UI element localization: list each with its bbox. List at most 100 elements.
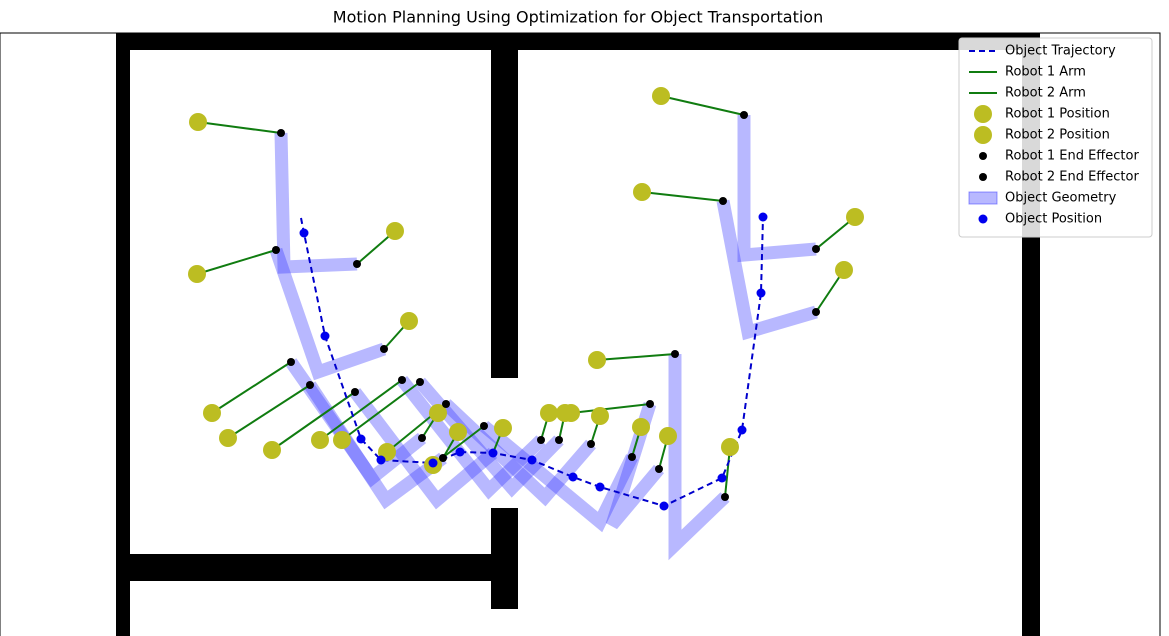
- robot-arm: [211, 361, 292, 414]
- robot-arm: [196, 249, 277, 275]
- robot-arm: [319, 379, 403, 441]
- end-effector: [628, 453, 636, 461]
- object-position: [568, 472, 578, 482]
- robot-position: [219, 429, 237, 447]
- robot-position: [846, 208, 864, 226]
- robot-arm: [341, 381, 421, 441]
- legend-label: Robot 1 Position: [1005, 107, 1110, 122]
- object-geometry: [737, 115, 817, 263]
- end-effector: [655, 465, 663, 473]
- legend-label: Robot 2 End Effector: [1005, 170, 1139, 185]
- legend-marker: [974, 105, 992, 123]
- robot-position: [721, 438, 739, 456]
- end-effector: [671, 350, 679, 358]
- axes-frame: [0, 32, 1161, 636]
- end-effector: [480, 422, 488, 430]
- object-position: [758, 212, 768, 222]
- robot-position: [449, 423, 467, 441]
- object-position: [356, 434, 366, 444]
- object-geometry: [668, 354, 730, 561]
- legend-marker: [978, 214, 988, 224]
- legend-marker: [974, 126, 992, 144]
- robot-arm: [227, 384, 311, 439]
- robot-position: [588, 351, 606, 369]
- legend-label: Robot 1 End Effector: [1005, 149, 1139, 164]
- object-position: [488, 448, 498, 458]
- end-effector: [351, 388, 359, 396]
- legend-label: Robot 2 Position: [1005, 128, 1110, 143]
- object-geometry: [349, 388, 498, 510]
- robot-position: [429, 404, 447, 422]
- end-effector: [719, 197, 727, 205]
- object-position: [455, 447, 465, 457]
- object-geometry: [269, 247, 387, 381]
- wall: [491, 33, 518, 378]
- robot-position: [556, 404, 574, 422]
- end-effector: [439, 454, 447, 462]
- end-effector: [418, 434, 426, 442]
- wall: [116, 33, 130, 636]
- end-effector: [398, 376, 406, 384]
- end-effector: [353, 260, 361, 268]
- end-effector: [812, 245, 820, 253]
- robot-position: [652, 87, 670, 105]
- legend-marker: [979, 173, 987, 181]
- end-effector: [555, 436, 563, 444]
- object-position: [595, 482, 605, 492]
- object-position: [659, 501, 669, 511]
- object-position: [428, 458, 438, 468]
- walls: [116, 33, 1040, 636]
- object-position: [299, 228, 309, 238]
- object-position: [737, 425, 747, 435]
- end-effector: [306, 381, 314, 389]
- legend-label: Robot 1 Arm: [1005, 65, 1086, 80]
- robot-position: [188, 265, 206, 283]
- legend-box: [958, 37, 1153, 238]
- robot-position: [633, 183, 651, 201]
- object-position: [527, 455, 537, 465]
- end-effector: [537, 436, 545, 444]
- chart-title: Motion Planning Using Optimization for O…: [333, 8, 823, 27]
- robot-position: [333, 431, 351, 449]
- object-geometry: [285, 358, 427, 488]
- robot-position: [632, 418, 650, 436]
- end-effector: [721, 493, 729, 501]
- legend-marker: [979, 152, 987, 160]
- legend-label: Robot 2 Arm: [1005, 86, 1086, 101]
- legend: Object Trajectory Robot 1 Arm Robot 2 Arm R…: [958, 37, 1153, 238]
- robot-position: [203, 404, 221, 422]
- end-effector: [416, 378, 424, 386]
- robot-arm: [271, 391, 356, 451]
- object-geometry: [274, 132, 358, 274]
- object-geometry: [415, 377, 564, 498]
- wall: [116, 554, 518, 581]
- legend-label: Object Geometry: [1005, 191, 1117, 206]
- robot-position: [540, 404, 558, 422]
- robot-position: [591, 407, 609, 425]
- robot-position: [189, 113, 207, 131]
- plot-area: [188, 87, 864, 561]
- wall: [116, 33, 1040, 50]
- object-position: [320, 331, 330, 341]
- end-effector: [287, 358, 295, 366]
- end-effector: [380, 345, 388, 353]
- robot-position: [494, 419, 512, 437]
- object-geometry: [441, 399, 596, 507]
- end-effector: [646, 400, 654, 408]
- robot-position: [400, 312, 418, 330]
- legend-label: Object Position: [1005, 212, 1102, 227]
- end-effector: [442, 400, 450, 408]
- end-effector: [587, 440, 595, 448]
- end-effector: [740, 111, 748, 119]
- robot-arm: [197, 121, 282, 134]
- legend-label: Object Trajectory: [1005, 44, 1116, 59]
- object-position: [376, 455, 386, 465]
- object-position: [756, 288, 766, 298]
- robot-arm: [596, 353, 676, 361]
- robot-position: [386, 222, 404, 240]
- object-geometry: [605, 402, 664, 530]
- robot-position: [311, 431, 329, 449]
- object-geometry: [716, 199, 818, 341]
